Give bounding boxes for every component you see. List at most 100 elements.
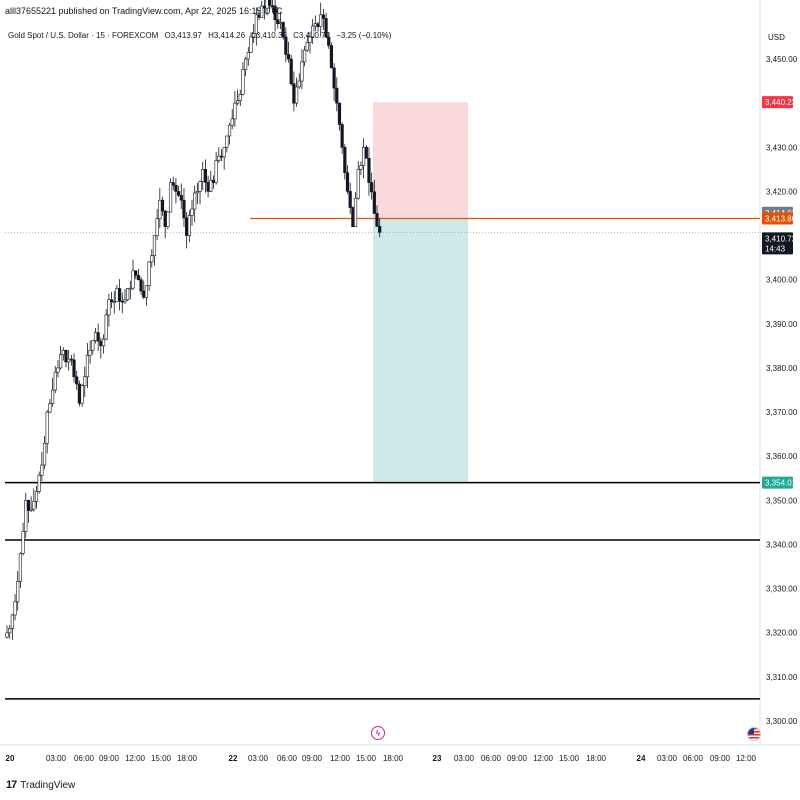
candle-body [139, 279, 143, 292]
candle-body [128, 287, 132, 290]
candle-body [45, 411, 49, 444]
candle-body [292, 83, 296, 104]
tradingview-brand: TradingView [20, 779, 76, 791]
published-caption: alll37655221 published on TradingView.co… [5, 6, 283, 16]
y-tick-label: 3,350.00 [766, 496, 798, 505]
x-tick-label: 03:00 [454, 754, 475, 763]
candle-body [158, 199, 162, 220]
candle-body [56, 367, 60, 373]
candle-body [131, 270, 135, 289]
x-tick-label: 18:00 [586, 754, 607, 763]
currency-label[interactable]: USD [768, 33, 785, 42]
y-tick-label: 3,330.00 [766, 585, 798, 594]
candle-body [152, 235, 157, 256]
candle-body [233, 102, 237, 120]
candle-body [93, 332, 98, 341]
candle-body [118, 288, 122, 302]
candle-body [59, 354, 63, 369]
y-tick-label: 3,320.00 [766, 629, 798, 638]
x-tick-label: 09:00 [507, 754, 528, 763]
candle-body [270, 5, 275, 7]
x-tick-label: 06:00 [481, 754, 502, 763]
candle-body [203, 169, 208, 183]
candle-body [88, 349, 92, 356]
candle-body [61, 349, 65, 355]
candle-body [348, 191, 352, 208]
candle-body [101, 338, 106, 347]
candle-body [217, 155, 221, 161]
candle-body [313, 23, 317, 27]
us-flag-icon[interactable] [747, 727, 761, 741]
candles [5, 0, 382, 640]
x-tick-label: 18:00 [383, 754, 404, 763]
x-tick-label: 15:00 [151, 754, 172, 763]
candle-body [316, 23, 320, 27]
symbol-name[interactable]: Gold Spot / U.S. Dollar · 15 · FOREXCOM [8, 31, 159, 40]
candle-body [262, 5, 266, 9]
candle-body [332, 67, 336, 89]
candle-body [319, 14, 323, 27]
candle-body [260, 5, 264, 18]
candle-body [150, 255, 154, 263]
candle-body [190, 208, 194, 216]
candle-body [112, 301, 116, 304]
candle-body [359, 165, 363, 170]
candle-body [195, 191, 199, 194]
candle-body [37, 474, 41, 492]
candle-body [18, 552, 23, 582]
candle-body [120, 300, 124, 303]
candle-body [160, 199, 165, 212]
price-tag-bg [762, 212, 793, 225]
candle-body [21, 531, 25, 554]
candle-body [136, 275, 140, 280]
x-tick-label: 12:00 [533, 754, 554, 763]
lightning-icon[interactable]: ϟ [371, 726, 385, 740]
candle-body [5, 632, 9, 638]
countdown-label: 14:43 [765, 244, 786, 253]
candle-body [193, 192, 197, 210]
candle-body [286, 54, 291, 60]
ohlc-low: L3,410.39 [251, 31, 287, 40]
candle-body [249, 36, 253, 53]
candle-body [198, 181, 202, 192]
y-tick-label: 3,380.00 [766, 364, 798, 373]
candle-body [24, 500, 28, 532]
candle-body [91, 340, 95, 351]
y-tick-label: 3,430.00 [766, 143, 798, 152]
candle-body [115, 288, 119, 303]
candle-body [171, 182, 175, 186]
candle-body [294, 86, 299, 104]
candle-body [227, 124, 232, 137]
candle-body [273, 5, 277, 20]
y-tick-label: 3,300.00 [766, 717, 798, 726]
candle-body [225, 135, 229, 148]
price-tag-bg [762, 96, 793, 109]
candle-body [99, 340, 103, 347]
candle-body [123, 299, 127, 303]
candle-body [77, 383, 81, 404]
candle-body [104, 314, 108, 340]
candle-body [206, 181, 210, 192]
candle-body [85, 354, 90, 378]
x-tick-label: 06:00 [683, 754, 704, 763]
candle-body [337, 102, 342, 125]
candle-body [163, 210, 167, 228]
candle-body [252, 33, 256, 38]
y-tick-label: 3,360.00 [766, 452, 798, 461]
candle-body [303, 49, 307, 63]
candle-body [308, 36, 312, 43]
candle-body [305, 42, 309, 51]
price-tag-label: 3,413.86 [765, 214, 797, 223]
candle-body [67, 358, 71, 363]
candle-body [126, 288, 130, 301]
candle-body [246, 52, 250, 60]
candle-body [284, 36, 288, 55]
candle-body [238, 94, 242, 101]
candle-body [201, 169, 205, 182]
candle-body [32, 501, 36, 510]
candle-body [356, 169, 360, 199]
y-tick-label: 3,310.00 [766, 673, 798, 682]
candle-body [134, 270, 138, 276]
candle-body [300, 61, 304, 82]
